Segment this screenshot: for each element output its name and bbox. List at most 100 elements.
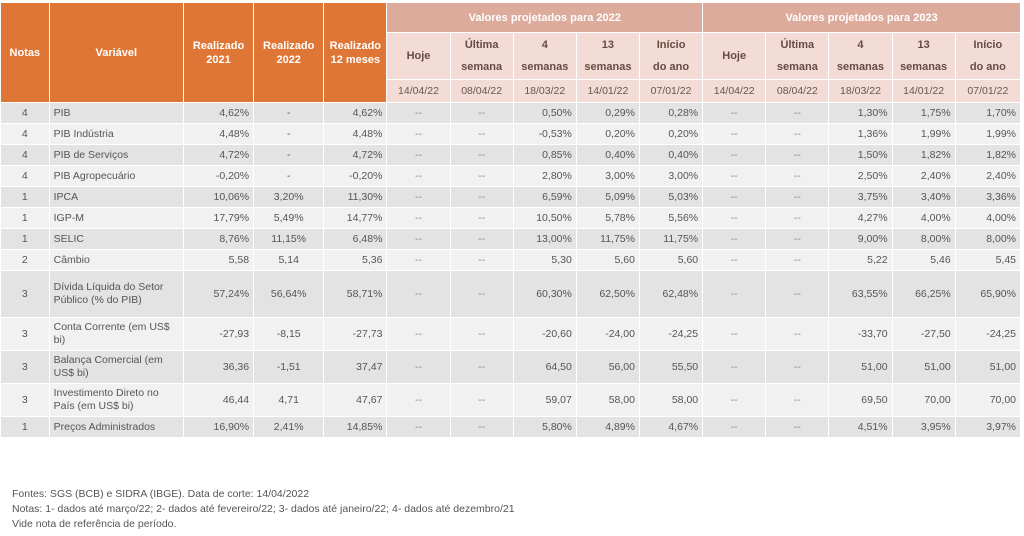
cell-proj-2023-0: -- — [702, 249, 767, 271]
cell-proj-2022-1: -- — [450, 102, 514, 124]
cell-realizado-2021: 57,24% — [183, 270, 255, 318]
cell-proj-2022-0: -- — [386, 350, 451, 384]
cell-proj-2022-2: -20,60 — [513, 317, 577, 351]
table-header: Notas Variável Realizado 2021 Realizado 20… — [1, 3, 1022, 103]
projections-table: Notas Variável Realizado 2021 Realizado 20… — [1, 3, 1022, 438]
header-date-2023-3: 14/01/22 — [892, 79, 956, 103]
cell-proj-2023-0: -- — [702, 165, 767, 187]
cell-proj-2023-3: 3,95% — [892, 416, 956, 438]
cell-proj-2022-1: -- — [450, 228, 514, 250]
cell-proj-2023-2: 4,51% — [828, 416, 893, 438]
footnote-notes: Notas: 1- dados até março/22; 2- dados a… — [12, 503, 515, 515]
cell-proj-2022-2: -0,53% — [513, 123, 577, 145]
cell-proj-2023-2: -33,70 — [828, 317, 893, 351]
cell-proj-2023-4: 1,82% — [955, 144, 1022, 166]
cell-proj-2023-0: -- — [702, 383, 767, 417]
cell-proj-2022-4: 0,40% — [639, 144, 704, 166]
cell-proj-2023-2: 51,00 — [828, 350, 893, 384]
header-realizado-2021: Realizado 2021 — [183, 3, 255, 103]
cell-proj-2022-2: 2,80% — [513, 165, 577, 187]
cell-realizado-2021: 10,06% — [183, 186, 255, 208]
cell-proj-2023-3: 5,46 — [892, 249, 956, 271]
cell-realizado-12m: 4,72% — [323, 144, 388, 166]
table-row: 3 Dívida Líquida do Setor Público (% do P… — [1, 270, 1022, 318]
cell-proj-2022-2: 59,07 — [513, 383, 577, 417]
cell-realizado-12m: 4,48% — [323, 123, 388, 145]
cell-nota: 2 — [1, 249, 50, 271]
header-date-2022-3: 14/01/22 — [576, 79, 640, 103]
table-row: 4 PIB Agropecuário -0,20% - -0,20% -- -- 2,80% 3… — [1, 165, 1022, 187]
header-sub-2023-4: Início do ano — [955, 32, 1022, 80]
cell-proj-2023-0: -- — [702, 228, 767, 250]
table-row: 1 IPCA 10,06% 3,20% 11,30% -- -- 6,59% 5,09% 5,03… — [1, 186, 1022, 208]
header-date-2023-0: 14/04/22 — [702, 79, 767, 103]
table-row: 3 Conta Corrente (em US$ bi) -27,93 -8,15 -2… — [1, 317, 1022, 351]
cell-realizado-2021: 5,58 — [183, 249, 255, 271]
header-sub-2023-3: 13 semanas — [892, 32, 956, 80]
cell-nota: 3 — [1, 270, 50, 318]
cell-proj-2023-3: 4,00% — [892, 207, 956, 229]
cell-proj-2023-1: -- — [765, 317, 830, 351]
table-row: 1 IGP-M 17,79% 5,49% 14,77% -- -- 10,50% 5,78% 5,… — [1, 207, 1022, 229]
cell-variavel: SELIC — [49, 228, 184, 250]
cell-variavel: IPCA — [49, 186, 184, 208]
cell-realizado-2021: 36,36 — [183, 350, 255, 384]
header-variavel: Variável — [49, 3, 184, 103]
table-row: 1 SELIC 8,76% 11,15% 6,48% -- -- 13,00% 11,75% 11… — [1, 228, 1022, 250]
cell-proj-2023-2: 1,36% — [828, 123, 893, 145]
cell-realizado-2021: 4,62% — [183, 102, 255, 124]
cell-proj-2023-4: 65,90% — [955, 270, 1022, 318]
cell-proj-2022-4: 55,50 — [639, 350, 704, 384]
cell-proj-2022-2: 6,59% — [513, 186, 577, 208]
cell-proj-2022-4: 5,60 — [639, 249, 704, 271]
cell-proj-2022-4: 62,48% — [639, 270, 704, 318]
cell-proj-2023-2: 69,50 — [828, 383, 893, 417]
header-date-2023-4: 07/01/22 — [955, 79, 1022, 103]
cell-proj-2022-2: 0,50% — [513, 102, 577, 124]
header-sub-2022-2: 4 semanas — [513, 32, 577, 80]
cell-realizado-12m: 4,62% — [323, 102, 388, 124]
cell-proj-2022-3: 3,00% — [576, 165, 640, 187]
cell-proj-2022-1: -- — [450, 383, 514, 417]
cell-proj-2023-1: -- — [765, 350, 830, 384]
cell-nota: 4 — [1, 123, 50, 145]
cell-realizado-2021: -0,20% — [183, 165, 255, 187]
cell-variavel: Preços Administrados — [49, 416, 184, 438]
table-row: 4 PIB Indústria 4,48% -4,48% -- -- -0,53% 0,20%… — [1, 123, 1022, 145]
cell-realizado-12m: 14,77% — [323, 207, 388, 229]
cell-proj-2022-4: 5,03% — [639, 186, 704, 208]
header-realizado-2022: Realizado 2022 — [253, 3, 325, 103]
cell-proj-2023-4: 1,70% — [955, 102, 1022, 124]
cell-proj-2022-2: 13,00% — [513, 228, 577, 250]
cell-realizado-2022: - — [253, 144, 325, 166]
cell-realizado-12m: 11,30% — [323, 186, 388, 208]
cell-proj-2023-3: 51,00 — [892, 350, 956, 384]
cell-realizado-2022: -8,15 — [253, 317, 325, 351]
cell-proj-2023-3: 1,82% — [892, 144, 956, 166]
cell-proj-2023-2: 3,75% — [828, 186, 893, 208]
cell-proj-2022-2: 5,80% — [513, 416, 577, 438]
footnote-sources: Fontes: SGS (BCB) e SIDRA (IBGE). Data d… — [12, 488, 310, 500]
cell-proj-2023-3: 8,00% — [892, 228, 956, 250]
cell-proj-2022-2: 64,50 — [513, 350, 577, 384]
table-row: 4 PIB 4,62% -4,62% -- -- 0,50% 0,29% 0,28% -- -- 1,… — [1, 102, 1022, 124]
header-group-2022: Valores projetados para 2022 — [386, 3, 704, 33]
cell-proj-2022-1: -- — [450, 249, 514, 271]
cell-proj-2022-3: -24,00 — [576, 317, 640, 351]
cell-realizado-12m: 14,85% — [323, 416, 388, 438]
header-date-2022-1: 08/04/22 — [450, 79, 514, 103]
cell-proj-2022-0: -- — [386, 383, 451, 417]
cell-proj-2022-1: -- — [450, 350, 514, 384]
cell-realizado-2022: 11,15% — [253, 228, 325, 250]
cell-nota: 4 — [1, 102, 50, 124]
cell-proj-2022-3: 5,78% — [576, 207, 640, 229]
cell-nota: 3 — [1, 317, 50, 351]
cell-realizado-2021: 46,44 — [183, 383, 255, 417]
cell-proj-2023-1: -- — [765, 186, 830, 208]
cell-proj-2022-0: -- — [386, 249, 451, 271]
cell-proj-2023-4: 8,00% — [955, 228, 1022, 250]
cell-proj-2022-0: -- — [386, 165, 451, 187]
cell-proj-2023-1: -- — [765, 165, 830, 187]
table-row: 3 Investimento Direto no País (em US$ bi)… — [1, 383, 1022, 417]
cell-proj-2022-0: -- — [386, 144, 451, 166]
